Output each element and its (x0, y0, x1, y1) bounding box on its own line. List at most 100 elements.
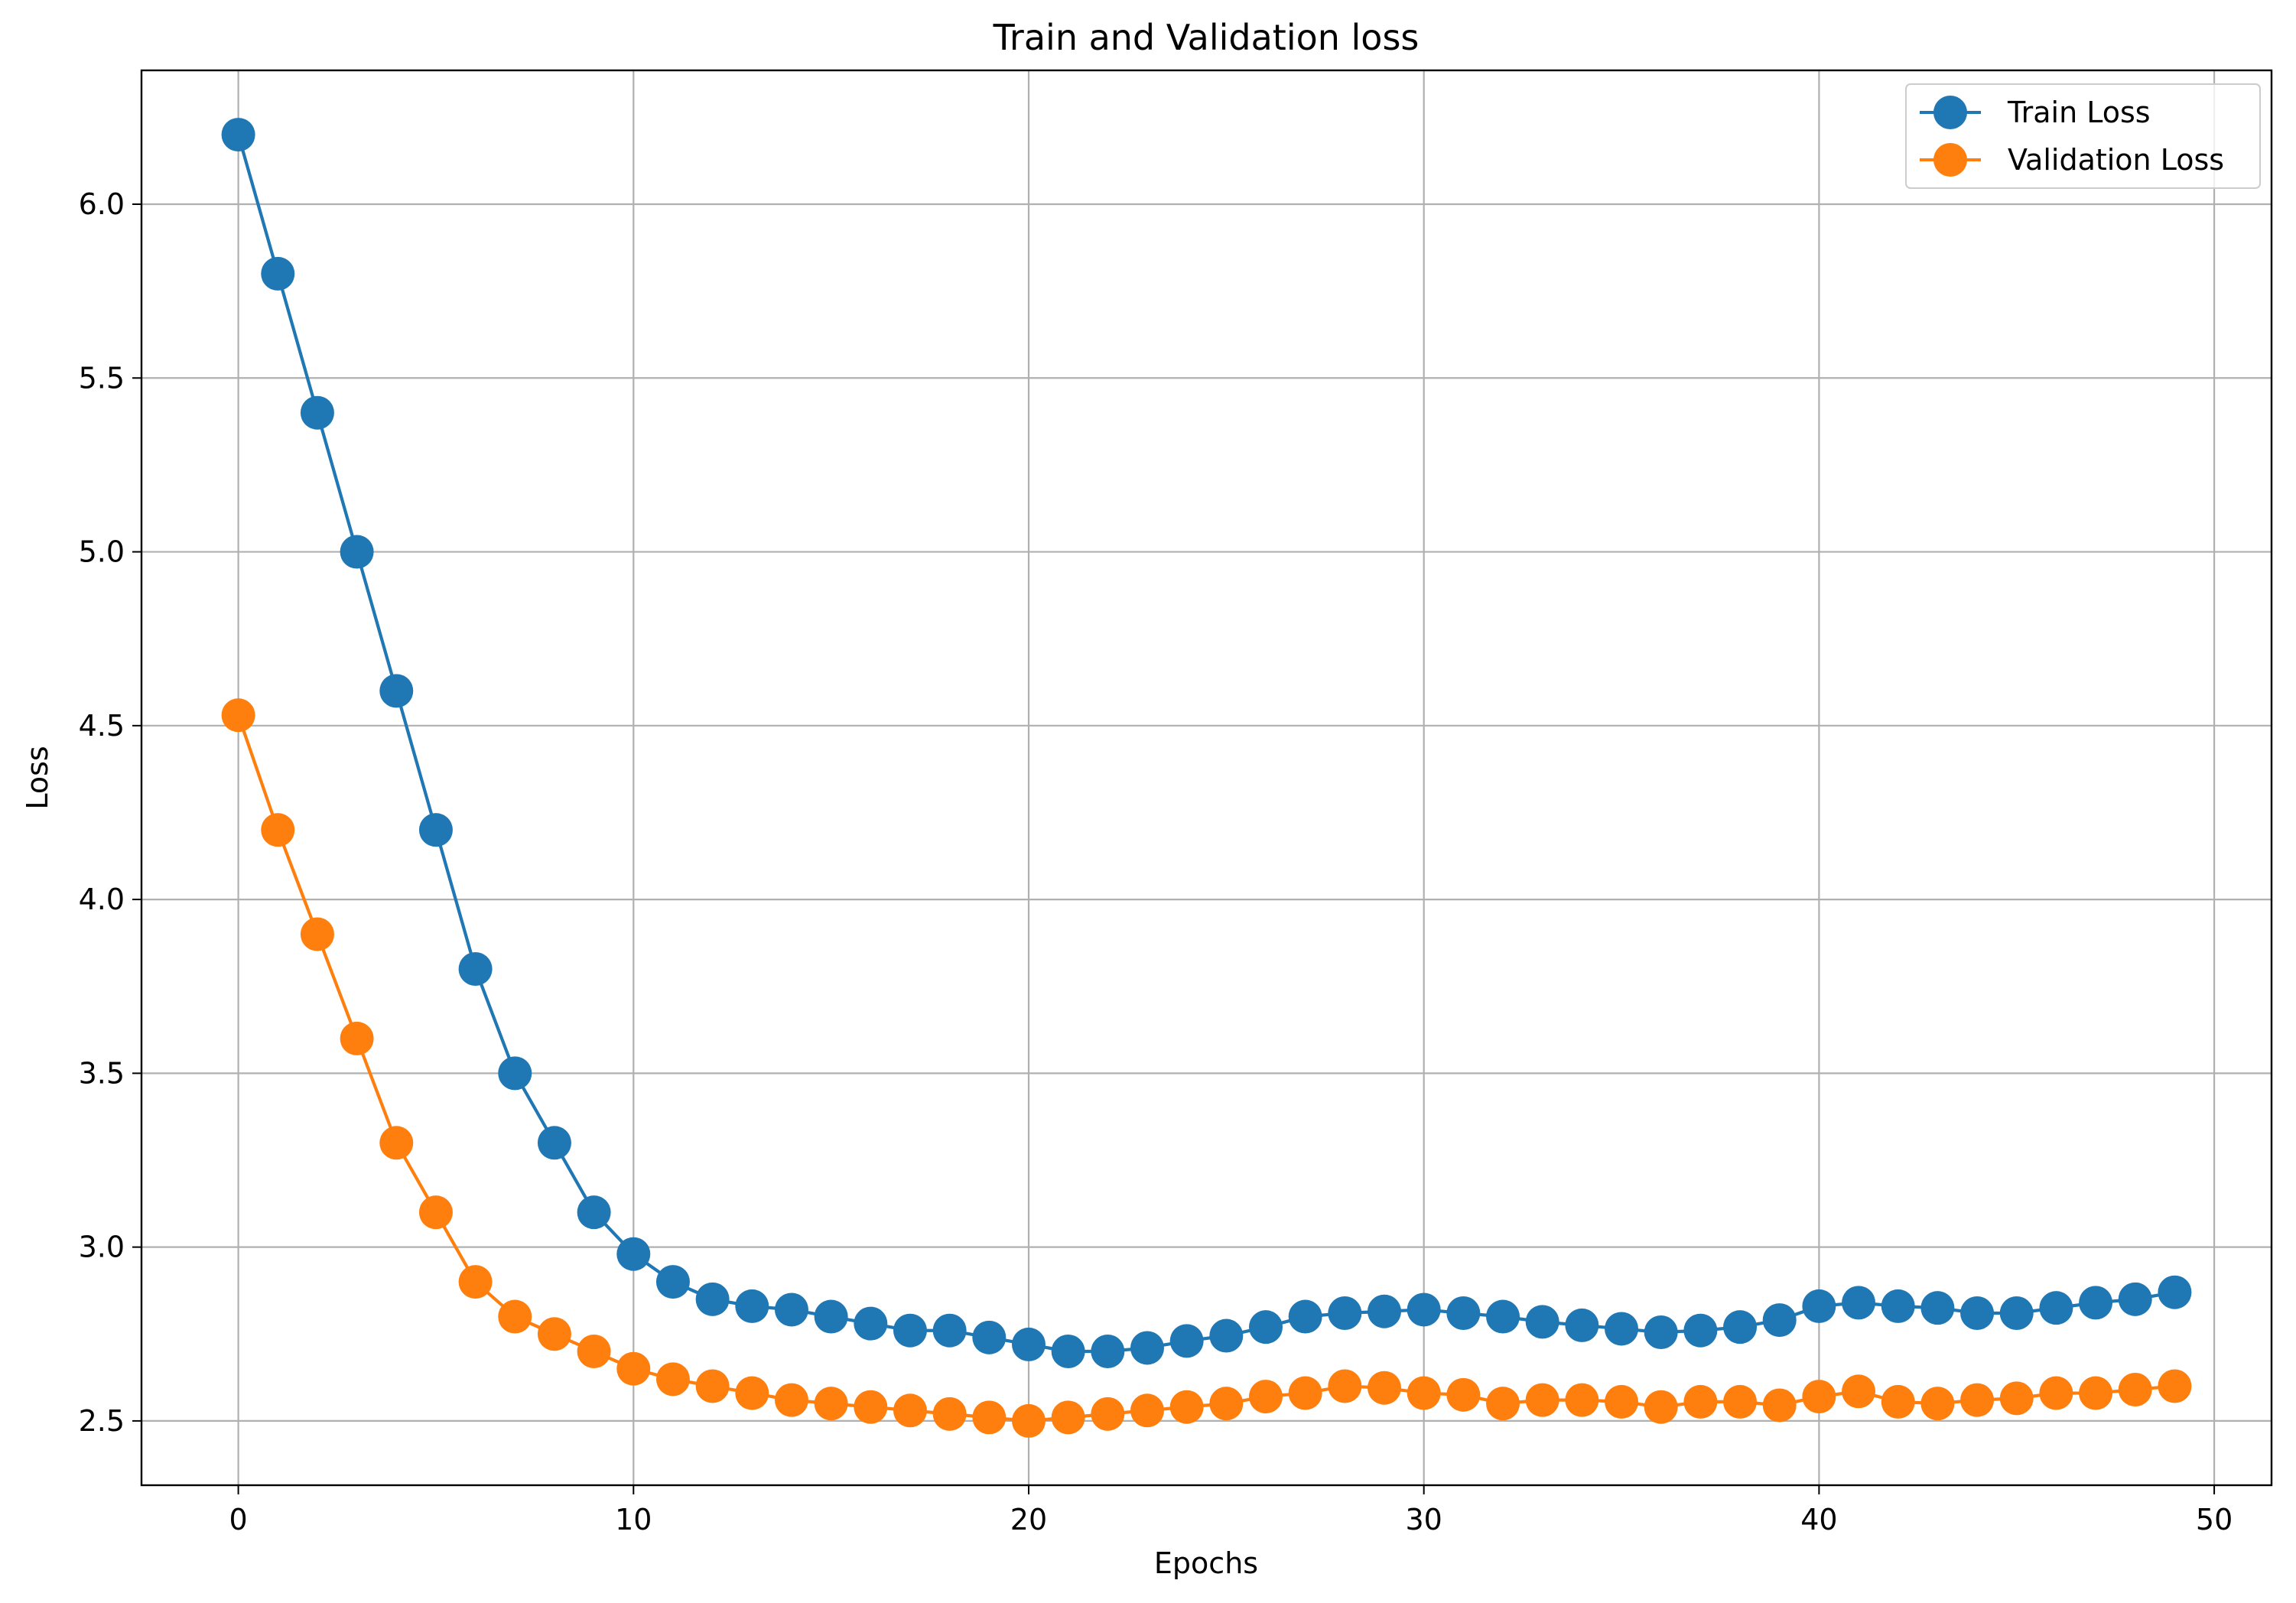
chart-title: Train and Validation loss (993, 17, 1420, 58)
train-loss-point (972, 1321, 1006, 1354)
train-loss-point (1960, 1296, 1994, 1330)
validation-loss-point (1644, 1390, 1678, 1424)
validation-loss-point (419, 1195, 453, 1229)
train-loss-point (1052, 1335, 1085, 1368)
train-loss-point (1802, 1289, 1836, 1323)
series-layer (222, 118, 2192, 1438)
train-loss-point (1683, 1314, 1717, 1348)
validation-loss-point (1407, 1377, 1441, 1410)
train-loss-point (1368, 1295, 1401, 1328)
train-loss-point (301, 396, 334, 430)
train-loss-point (222, 118, 255, 151)
validation-loss-point (1289, 1377, 1322, 1410)
y-tick-label: 2.5 (79, 1404, 125, 1438)
validation-loss-point (1012, 1404, 1046, 1438)
train-loss-point (1012, 1328, 1046, 1361)
train-loss-point (893, 1314, 927, 1348)
y-axis-label: Loss (21, 746, 54, 809)
train-loss-point (1328, 1296, 1361, 1330)
train-loss-point (1723, 1310, 1757, 1344)
train-loss-point (1130, 1331, 1164, 1364)
validation-loss-point (1723, 1385, 1757, 1419)
legend: Train Loss Validation Loss (1906, 84, 2260, 188)
validation-loss-point (854, 1390, 887, 1424)
x-tick-label: 20 (1010, 1503, 1047, 1536)
x-tick-label: 40 (1800, 1503, 1837, 1536)
train-loss-point (1446, 1296, 1480, 1330)
train-loss-point (1605, 1312, 1638, 1345)
y-tick-label: 4.5 (79, 709, 125, 743)
train-loss-point (340, 535, 374, 569)
validation-loss-point (1170, 1390, 1204, 1424)
legend-marker-train (1933, 96, 1967, 129)
validation-loss-point (775, 1384, 808, 1417)
legend-label-validation: Validation Loss (2008, 143, 2224, 177)
validation-loss-point (261, 813, 294, 847)
train-loss-point (2079, 1286, 2112, 1319)
train-loss-point (854, 1307, 887, 1341)
validation-loss-point (1565, 1384, 1598, 1417)
validation-loss-point (1052, 1400, 1085, 1434)
x-tick-label: 0 (229, 1503, 247, 1536)
validation-loss-point (815, 1387, 848, 1420)
train-loss-point (2000, 1296, 2034, 1330)
train-loss-point (775, 1292, 808, 1326)
validation-loss-point (1802, 1380, 1836, 1413)
train-loss-point (1565, 1309, 1598, 1342)
train-loss-point (1842, 1286, 1875, 1319)
x-tick-label: 50 (2196, 1503, 2233, 1536)
validation-loss-point (2079, 1377, 2112, 1410)
validation-loss-point (1486, 1387, 1520, 1420)
y-tick-label: 6.0 (79, 187, 125, 221)
train-loss-point (1091, 1335, 1124, 1368)
validation-loss-point (696, 1369, 730, 1403)
train-loss-point (261, 257, 294, 291)
train-loss-point (2158, 1276, 2191, 1309)
validation-loss-point (735, 1377, 769, 1410)
train-loss-line (239, 135, 2175, 1351)
train-loss-point (1170, 1324, 1204, 1358)
validation-loss-point (340, 1022, 374, 1055)
validation-loss-point (1763, 1388, 1797, 1422)
train-loss-point (1209, 1319, 1243, 1353)
validation-loss-point (1446, 1378, 1480, 1412)
validation-loss-point (933, 1397, 967, 1431)
train-loss-point (419, 813, 453, 847)
validation-loss-point (972, 1400, 1006, 1434)
train-loss-point (2039, 1291, 2073, 1325)
train-loss-point (696, 1283, 730, 1316)
validation-loss-point (1130, 1393, 1164, 1427)
legend-marker-validation (1933, 143, 1967, 177)
validation-loss-point (1368, 1371, 1401, 1405)
train-loss-point (933, 1314, 967, 1348)
validation-loss-point (2158, 1369, 2191, 1403)
train-loss-point (735, 1289, 769, 1323)
train-loss-point (815, 1300, 848, 1334)
validation-loss-point (1605, 1385, 1638, 1419)
validation-loss-point (1683, 1385, 1717, 1419)
y-tick-label: 3.0 (79, 1231, 125, 1264)
validation-loss-point (379, 1126, 413, 1159)
plot-area-frame (141, 70, 2272, 1485)
train-loss-point (379, 674, 413, 707)
train-loss-point (1920, 1291, 1954, 1325)
validation-loss-point (616, 1352, 650, 1386)
train-loss-point (1644, 1315, 1678, 1349)
validation-loss-point (1328, 1369, 1361, 1403)
validation-loss-point (301, 918, 334, 951)
validation-loss-point (893, 1393, 927, 1427)
train-loss-point (616, 1237, 650, 1271)
validation-loss-point (1249, 1380, 1283, 1413)
train-loss-point (538, 1126, 571, 1159)
y-tick-label: 4.0 (79, 883, 125, 916)
legend-label-train: Train Loss (2007, 96, 2151, 129)
train-loss-point (577, 1195, 611, 1229)
train-loss-point (656, 1265, 690, 1299)
y-tick-label: 5.0 (79, 535, 125, 569)
train-loss-point (1407, 1292, 1441, 1326)
validation-loss-point (656, 1362, 690, 1396)
validation-loss-point (1881, 1385, 1915, 1419)
train-loss-point (498, 1056, 532, 1090)
validation-loss-point (538, 1317, 571, 1351)
